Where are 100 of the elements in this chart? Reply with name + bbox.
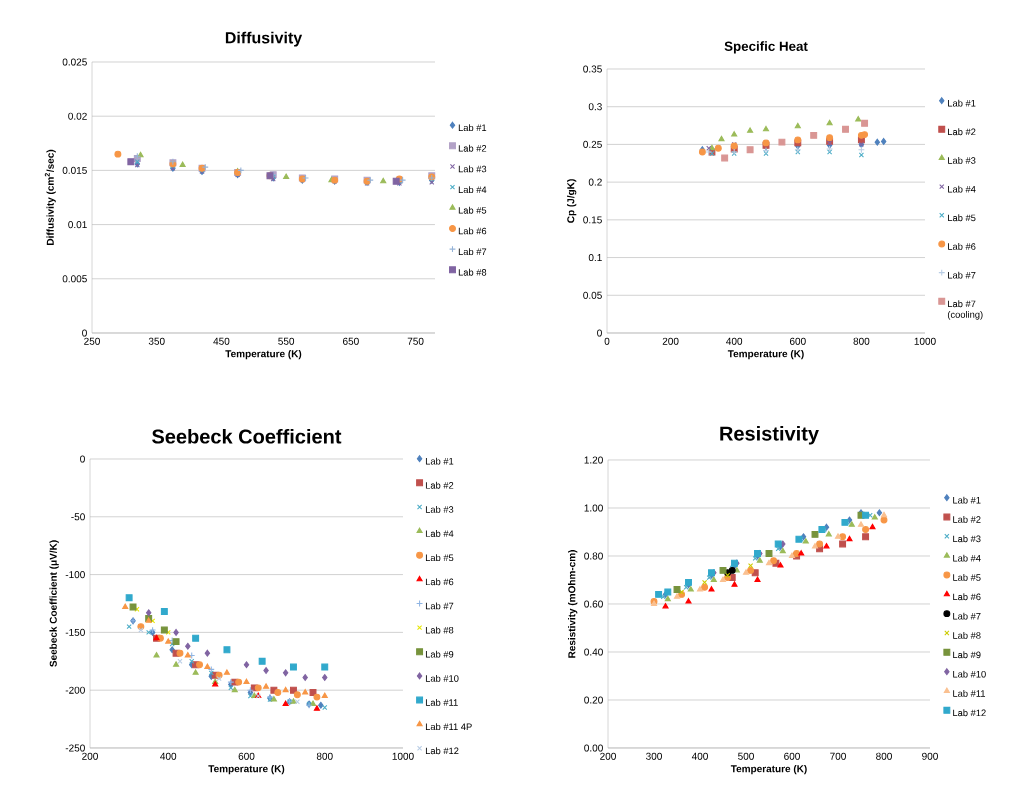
x-tick-label: 700 — [830, 752, 846, 760]
legend-label: Lab #7 — [425, 602, 454, 610]
legend-label: Lab #11 — [425, 699, 458, 706]
x-tick-label: 400 — [691, 752, 708, 760]
y-tick-label: 0 — [82, 329, 87, 337]
x-tick-label: 250 — [84, 337, 100, 345]
x-tick-label: 600 — [789, 337, 806, 345]
y-tick-label: 0.40 — [584, 648, 603, 656]
legend-label: Lab #10 — [425, 674, 459, 682]
x-axis-title: Temperature (K) — [225, 349, 302, 360]
x-axis-title: Temperature (K) — [727, 349, 804, 360]
x-tick-label: 400 — [160, 752, 177, 760]
x-tick-label: 800 — [876, 752, 892, 760]
legend-label: Lab #7 — [458, 248, 487, 255]
y-tick-label: 0 — [597, 329, 602, 337]
x-tick-label: 300 — [646, 752, 662, 760]
legend-label: Lab #11 4P — [425, 723, 472, 730]
y-tick-label: 0.2 — [588, 178, 602, 186]
y-tick-label: 0.60 — [584, 600, 603, 608]
y-axis-title: Cp (J/gK) — [566, 179, 577, 223]
legend-label: Lab #1 — [425, 457, 454, 465]
x-tick-label: 900 — [922, 752, 938, 760]
y-axis-title: Seebeck Coefficient (μV/K) — [49, 540, 59, 667]
y-tick-label: 1.20 — [584, 456, 603, 464]
y-tick-label: -50 — [71, 513, 85, 521]
x-tick-label: 750 — [407, 337, 424, 345]
y-axis-title: Diffusivity (cm$^{2}$/sec) — [44, 149, 56, 245]
chart-title: Specific Heat — [724, 41, 808, 54]
legend-label: Lab #8 — [953, 632, 981, 639]
legend-label: Lab #3 — [458, 165, 487, 173]
x-tick-label: 1000 — [392, 752, 414, 760]
y-tick-label: 0.05 — [583, 291, 602, 299]
x-axis-title: Temperature (K) — [730, 764, 807, 775]
y-tick-label: 0.20 — [584, 696, 603, 704]
x-tick-label: 200 — [82, 752, 98, 760]
y-tick-label: 0.25 — [583, 140, 602, 148]
y-tick-label: 0.01 — [68, 221, 87, 229]
x-tick-label: 800 — [853, 337, 870, 345]
x-tick-label: 400 — [726, 337, 743, 345]
legend-label: Lab #7 — [953, 612, 981, 620]
legend-label: Lab #9 — [425, 650, 454, 658]
y-tick-label: 0.02 — [68, 112, 87, 120]
y-tick-label: 0.3 — [588, 103, 602, 111]
legend-label: Lab #2 — [458, 144, 487, 152]
y-tick-label: -150 — [65, 628, 85, 636]
legend-label: Lab #2 — [425, 481, 454, 489]
chart-title: Seebeck Coefficient — [152, 428, 342, 444]
x-tick-label: 500 — [738, 752, 754, 760]
legend-label: Lab #3 — [948, 157, 976, 164]
legend-label: Lab #4 — [458, 186, 487, 193]
legend-label: Lab #4 — [425, 530, 454, 537]
y-tick-label: 0.00 — [584, 744, 603, 752]
legend-label: Lab #5 — [953, 574, 981, 581]
x-tick-label: 600 — [238, 752, 255, 760]
y-tick-label: 0.15 — [583, 216, 602, 224]
legend-label: Lab #6 — [458, 227, 487, 235]
legend-label: Lab #2 — [948, 128, 976, 136]
legend-label: Lab #4 — [948, 185, 976, 193]
legend-label: Lab #6 — [425, 578, 454, 586]
legend-label: Lab #10 — [953, 670, 986, 678]
x-tick-label: 600 — [784, 752, 800, 760]
legend-label: Lab #6 — [953, 593, 981, 601]
y-tick-label: 0.35 — [583, 65, 602, 73]
legend-label: Lab #3 — [425, 505, 454, 513]
y-tick-label: 0.015 — [62, 166, 87, 174]
x-tick-label: 200 — [662, 337, 679, 345]
legend-label: Lab #7 — [948, 271, 976, 279]
x-tick-label: 450 — [213, 337, 230, 345]
chart-title: Resistivity — [720, 425, 819, 445]
y-tick-label: 0.005 — [62, 275, 87, 283]
x-tick-label: 1000 — [914, 337, 936, 345]
legend-label: Lab #5 — [458, 206, 487, 214]
legend-label: Lab #3 — [953, 535, 981, 543]
x-tick-label: 200 — [600, 752, 616, 760]
y-tick-label: 0.025 — [62, 58, 87, 66]
x-tick-label: 550 — [278, 337, 295, 345]
legend-label: Lab #12 — [953, 709, 986, 717]
y-tick-label: -100 — [65, 571, 85, 579]
y-tick-label: 0.1 — [588, 254, 602, 262]
legend-label: Lab #1 — [953, 496, 981, 504]
legend-label: Lab #8 — [425, 626, 454, 634]
legend-label: Lab #11 — [953, 690, 986, 697]
y-tick-label: 1.00 — [584, 504, 603, 512]
legend-label: Lab #1 — [458, 124, 487, 131]
chart-title: Diffusivity — [225, 31, 303, 47]
legend-label: Lab #2 — [953, 516, 981, 523]
x-tick-label: 800 — [316, 752, 333, 760]
x-axis-title: Temperature (K) — [208, 764, 285, 775]
y-axis-title: Resistivity (mOhm-cm) — [568, 550, 578, 658]
y-tick-label: -250 — [65, 744, 85, 752]
legend-label: Lab #1 — [948, 99, 976, 107]
legend-label: Lab #4 — [953, 554, 981, 562]
y-tick-label: 0 — [80, 455, 85, 463]
legend-label: Lab #6 — [948, 243, 976, 250]
legend-label: Lab #9 — [953, 651, 981, 659]
legend-label: Lab #8 — [458, 268, 487, 276]
x-tick-label: 0 — [604, 337, 610, 345]
legend-label: Lab #7 (cooling) — [947, 300, 983, 320]
x-tick-label: 650 — [343, 337, 359, 345]
legend-label: Lab #12 — [425, 747, 459, 755]
